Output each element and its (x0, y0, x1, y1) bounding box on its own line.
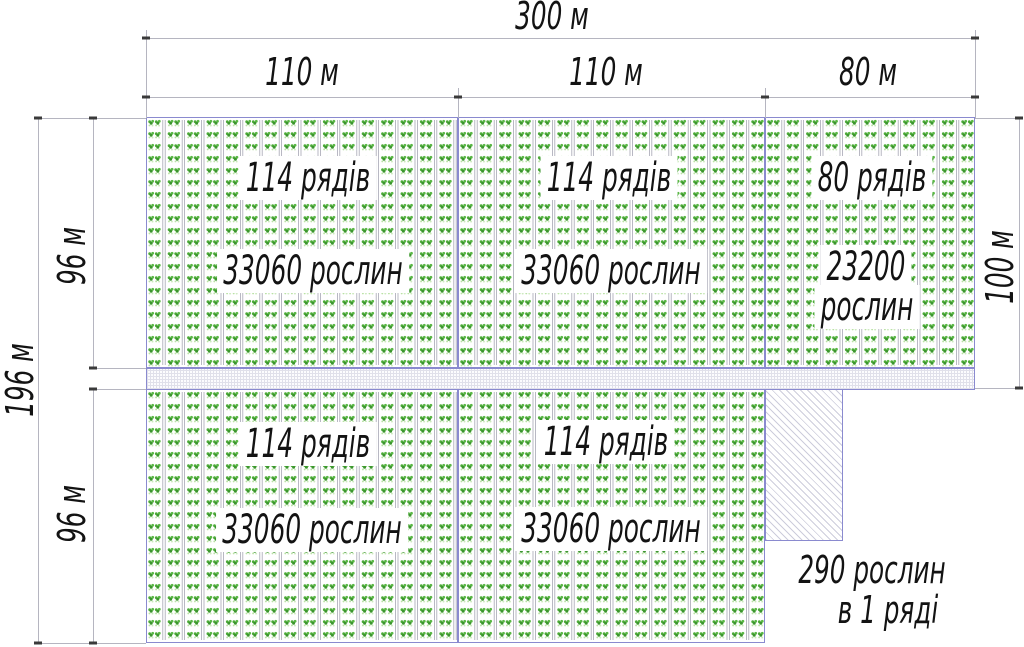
dimension-tick (142, 95, 150, 99)
dimension-line-horizontal (146, 38, 975, 39)
plot-lower-2: 114 рядів 33060 рослин (458, 389, 765, 643)
plot-lower-1: 114 рядів 33060 рослин (146, 389, 458, 643)
dimension-line-vertical (975, 30, 976, 118)
dimension-tick (89, 387, 97, 391)
dim-label-col-2: 110 м (569, 50, 643, 94)
plot-rows-label: 114 рядів (239, 156, 377, 200)
plant-rows-pattern (459, 118, 764, 367)
dimension-tick (1015, 116, 1023, 120)
dimension-line-horizontal (975, 388, 1019, 389)
dimension-tick (761, 95, 769, 99)
dimension-line-vertical (765, 88, 766, 118)
dimension-tick (454, 95, 462, 99)
hatched-area (765, 389, 843, 541)
dimension-tick (1015, 386, 1023, 390)
plot-rows-label: 80 рядів (811, 156, 933, 200)
dimension-tick (89, 366, 97, 370)
dimension-tick (34, 641, 42, 645)
dimension-line-vertical (38, 118, 39, 644)
dim-label-row-lower: 96 м (50, 485, 94, 543)
dimension-tick (971, 36, 979, 40)
plot-upper-2: 114 рядів 33060 рослин (458, 117, 765, 368)
dim-label-right-height: 100 м (978, 230, 1022, 304)
plot-plants-label: 33060 рослин (515, 507, 707, 551)
dimension-line-horizontal (93, 389, 146, 390)
dimension-line-vertical (458, 88, 459, 118)
plot-plants-count-label: 23200 (820, 245, 912, 289)
dim-label-col-3: 80 м (839, 50, 897, 94)
dimension-tick (89, 641, 97, 645)
dim-label-row-upper: 96 м (50, 227, 94, 285)
plot-rows-label: 114 рядів (239, 422, 377, 466)
dim-label-total-width: 300 м (515, 0, 589, 38)
dimension-tick (971, 95, 979, 99)
dim-label-col-1: 110 м (265, 50, 339, 94)
dim-label-total-height: 196 м (0, 343, 42, 417)
plot-plants-label: 33060 рослин (217, 249, 409, 293)
dimension-line-horizontal (146, 97, 975, 98)
note-plants-per-row-line1: 290 рослин (798, 548, 946, 592)
dimension-line-vertical (93, 118, 94, 369)
dimension-line-vertical (1019, 118, 1020, 389)
note-plants-per-row-line2: в 1 ряді (837, 588, 939, 632)
dimension-line-vertical (146, 30, 147, 118)
plot-plants-word-label: рослин (814, 285, 920, 329)
plot-rows-label: 114 рядів (540, 156, 678, 200)
dimension-tick (34, 116, 42, 120)
plot-upper-3: 80 рядів 23200 рослин (765, 117, 975, 368)
dimension-line-horizontal (93, 368, 146, 369)
road-strip (146, 368, 975, 390)
dimension-line-vertical (93, 389, 94, 643)
plot-plants-label: 33060 рослин (515, 249, 707, 293)
plot-rows-label: 114 рядів (537, 420, 675, 464)
plot-plants-label: 33060 рослин (216, 508, 408, 552)
plot-upper-1: 114 рядів 33060 рослин (146, 117, 458, 368)
dimension-tick (142, 36, 150, 40)
dimension-tick (89, 116, 97, 120)
dimension-line-horizontal (975, 118, 1019, 119)
